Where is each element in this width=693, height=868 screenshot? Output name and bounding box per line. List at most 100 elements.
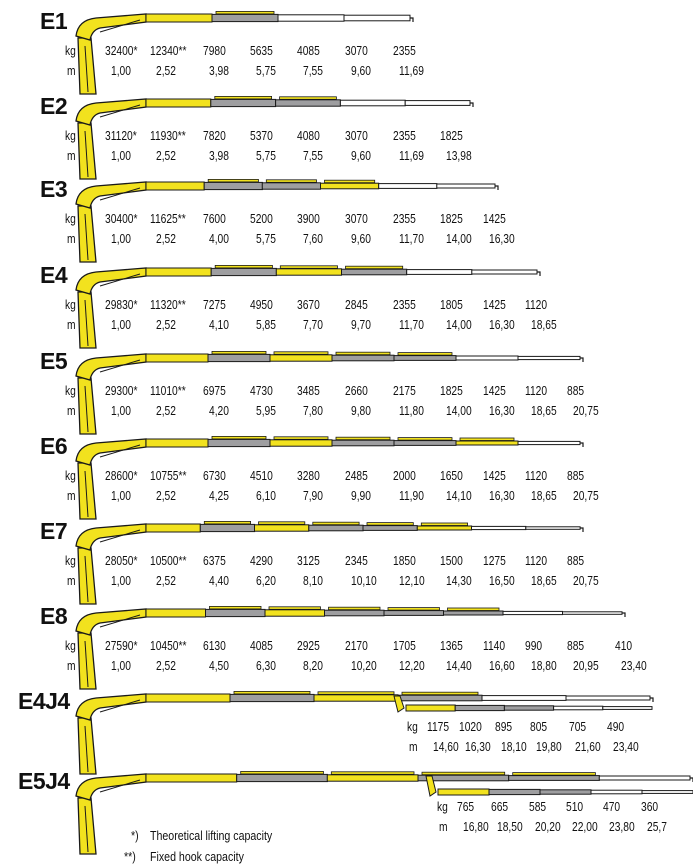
- hydraulic-cylinder: [459, 437, 515, 441]
- reach-m-value: 7,80: [303, 404, 323, 418]
- crane-boom-diagram: [75, 606, 626, 690]
- capacity-kg-value: 28050*: [105, 554, 138, 568]
- reach-m-value: 14,00: [446, 318, 472, 332]
- reach-m-value: 1,00: [111, 232, 131, 246]
- capacity-kg-value: 585: [529, 800, 547, 814]
- capacity-kg-value: 1805: [440, 298, 463, 312]
- reach-m-value: 18,65: [531, 574, 557, 588]
- crane-boom-diagram: [75, 436, 584, 520]
- configuration-label: E5J4: [18, 768, 70, 794]
- capacity-kg-value: 1275: [483, 554, 506, 568]
- capacity-kg-value: 510: [566, 800, 584, 814]
- reach-m-value: 13,98: [446, 149, 472, 163]
- capacity-kg-value: 2000: [393, 469, 416, 483]
- reach-m-value: 4,00: [209, 232, 229, 246]
- capacity-kg-value: 885: [567, 384, 585, 398]
- boom-extension-section: [145, 181, 205, 191]
- reach-m-value: 8,20: [303, 659, 323, 673]
- reach-m-value: 20,75: [573, 574, 599, 588]
- hydraulic-cylinder: [268, 606, 321, 610]
- hydraulic-cylinder: [215, 11, 275, 15]
- capacity-kg-value: 10500**: [150, 554, 187, 568]
- reach-m-value: 6,20: [256, 574, 276, 588]
- jib-extension-section: [590, 789, 643, 795]
- hydraulic-cylinder: [312, 521, 360, 526]
- reach-m-value: 14,00: [446, 232, 472, 246]
- boom-tip: [650, 697, 654, 702]
- capacity-kg-value: 28600*: [105, 469, 138, 483]
- capacity-kg-value: 10450**: [150, 639, 187, 653]
- reach-m-value: 2,52: [156, 574, 176, 588]
- reach-m-value: 2,52: [156, 404, 176, 418]
- configuration-label: E6: [40, 433, 68, 459]
- capacity-kg-value: 665: [491, 800, 509, 814]
- capacity-kg-value: 470: [603, 800, 621, 814]
- capacity-kg-value: 805: [530, 720, 548, 734]
- capacity-kg-value: 32400*: [105, 44, 138, 58]
- unit-m-label: m: [67, 318, 76, 332]
- boom-extension-section: [269, 439, 333, 447]
- capacity-kg-value: 3125: [297, 554, 320, 568]
- jib-extension-section: [602, 706, 653, 710]
- reach-m-value: 4,50: [209, 659, 229, 673]
- main-boom: [75, 13, 147, 41]
- capacity-kg-value: 3900: [297, 212, 320, 226]
- capacity-kg-value: 1140: [483, 639, 506, 653]
- boom-extension-section: [145, 13, 213, 23]
- reach-m-value: 25,7: [647, 820, 667, 834]
- boom-extension-section: [199, 523, 256, 533]
- jib-extension-section: [454, 704, 505, 712]
- boom-extension-section: [207, 353, 271, 363]
- boom-extension-section: [320, 182, 380, 190]
- capacity-kg-value: 765: [457, 800, 475, 814]
- capacity-kg-value: 1425: [483, 298, 506, 312]
- boom-extension-section: [471, 525, 527, 531]
- crane-boom-diagram: [75, 96, 474, 180]
- crane-boom-diagram: [75, 771, 693, 855]
- boom-extension-section: [406, 269, 473, 275]
- configuration-label: E4J4: [18, 688, 70, 714]
- capacity-kg-value: 1850: [393, 554, 416, 568]
- capacity-kg-value: 6730: [203, 469, 226, 483]
- configuration-label: E8: [40, 603, 68, 629]
- boom-extension-section: [362, 525, 418, 531]
- crane-column: [77, 462, 97, 520]
- boom-extension-section: [598, 775, 691, 781]
- capacity-kg-value: 1175: [427, 720, 450, 734]
- hydraulic-cylinder: [209, 606, 262, 610]
- reach-m-value: 9,60: [351, 232, 371, 246]
- reach-m-value: 6,10: [256, 489, 276, 503]
- unit-kg-label: kg: [65, 212, 76, 226]
- boom-extension-section: [502, 610, 563, 616]
- hydraulic-cylinder: [317, 691, 395, 695]
- capacity-kg-value: 3070: [345, 212, 368, 226]
- main-boom: [75, 98, 147, 126]
- capacity-kg-value: 2355: [393, 212, 416, 226]
- capacity-kg-value: 27590*: [105, 639, 138, 653]
- unit-m-label: m: [67, 574, 76, 588]
- reach-m-value: 11,69: [399, 64, 424, 78]
- capacity-kg-value: 11010**: [150, 384, 186, 398]
- reach-m-value: 23,40: [613, 740, 639, 754]
- hydraulic-cylinder: [421, 771, 506, 776]
- boom-extension-section: [339, 99, 406, 107]
- boom-tip: [495, 185, 499, 190]
- hydraulic-cylinder: [279, 96, 337, 100]
- capacity-kg-value: 4290: [250, 554, 273, 568]
- capacity-kg-value: 1425: [483, 469, 506, 483]
- boom-tip: [580, 527, 584, 532]
- boom-extension-section: [145, 438, 209, 448]
- reach-m-value: 10,10: [351, 574, 377, 588]
- hydraulic-cylinder: [397, 437, 453, 441]
- unit-m-label: m: [67, 489, 76, 503]
- boom-extension-section: [324, 609, 385, 617]
- reach-m-value: 5,75: [256, 149, 276, 163]
- reach-m-value: 12,10: [399, 574, 425, 588]
- unit-m-label: m: [67, 659, 76, 673]
- unit-m-label: m: [409, 740, 418, 754]
- reach-m-value: 4,10: [209, 318, 229, 332]
- capacity-kg-value: 4085: [297, 44, 320, 58]
- boom-extension-section: [481, 695, 567, 701]
- reach-m-value: 16,60: [489, 659, 515, 673]
- main-boom: [75, 267, 147, 295]
